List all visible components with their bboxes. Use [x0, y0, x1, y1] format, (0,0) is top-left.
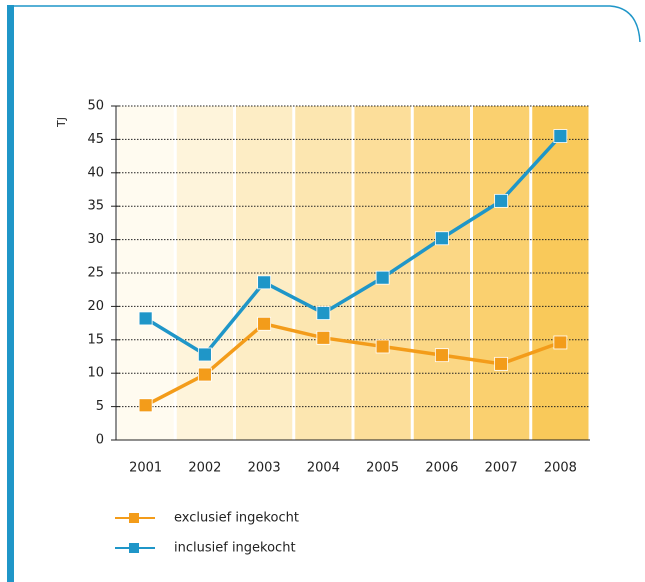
- point-marker: [553, 335, 568, 350]
- y-axis-label: TJ: [55, 117, 68, 128]
- y-tick-label: 50: [87, 99, 104, 114]
- point-marker: [257, 275, 272, 290]
- point-marker: [494, 193, 509, 208]
- point-marker: [375, 270, 390, 285]
- x-tick-label: 2001: [129, 461, 162, 476]
- point-marker: [138, 311, 153, 326]
- x-tick-label: 2008: [544, 461, 577, 476]
- x-tick-label: 2002: [188, 461, 221, 476]
- point-marker: [138, 398, 153, 413]
- y-tick-label: 15: [87, 332, 104, 347]
- point-marker: [197, 367, 212, 382]
- y-tick-label: 35: [87, 199, 104, 214]
- legend-label: inclusief ingekocht: [174, 541, 296, 556]
- y-tick-label: 10: [87, 366, 104, 381]
- point-marker: [553, 129, 568, 143]
- frame-bar: [7, 5, 14, 582]
- series-line: [144, 134, 562, 357]
- x-tick-label: 2005: [366, 461, 399, 476]
- series-line: [144, 321, 561, 407]
- x-tick-label: 2004: [307, 461, 340, 476]
- point-marker: [494, 356, 509, 371]
- y-tick-label: 40: [87, 165, 104, 180]
- y-tick-label: 45: [87, 132, 104, 147]
- point-marker: [375, 339, 390, 354]
- point-marker: [257, 316, 272, 331]
- y-tick-label: 25: [87, 266, 104, 281]
- point-marker: [197, 347, 212, 362]
- point-marker: [316, 306, 331, 320]
- y-tick-label: 0: [96, 433, 104, 448]
- point-marker: [434, 348, 449, 363]
- legend-label: exclusief ingekocht: [174, 511, 299, 526]
- point-marker: [434, 231, 449, 246]
- y-tick-label: 20: [87, 299, 104, 314]
- x-tick-label: 2006: [425, 461, 458, 476]
- x-tick-label: 2007: [485, 461, 518, 476]
- x-tick-label: 2003: [248, 461, 281, 476]
- legend-marker: [129, 513, 139, 523]
- y-tick-label: 30: [87, 232, 104, 247]
- frame-line: [14, 5, 641, 43]
- legend-marker: [129, 543, 139, 553]
- point-marker: [316, 330, 331, 345]
- y-tick-label: 5: [96, 399, 104, 414]
